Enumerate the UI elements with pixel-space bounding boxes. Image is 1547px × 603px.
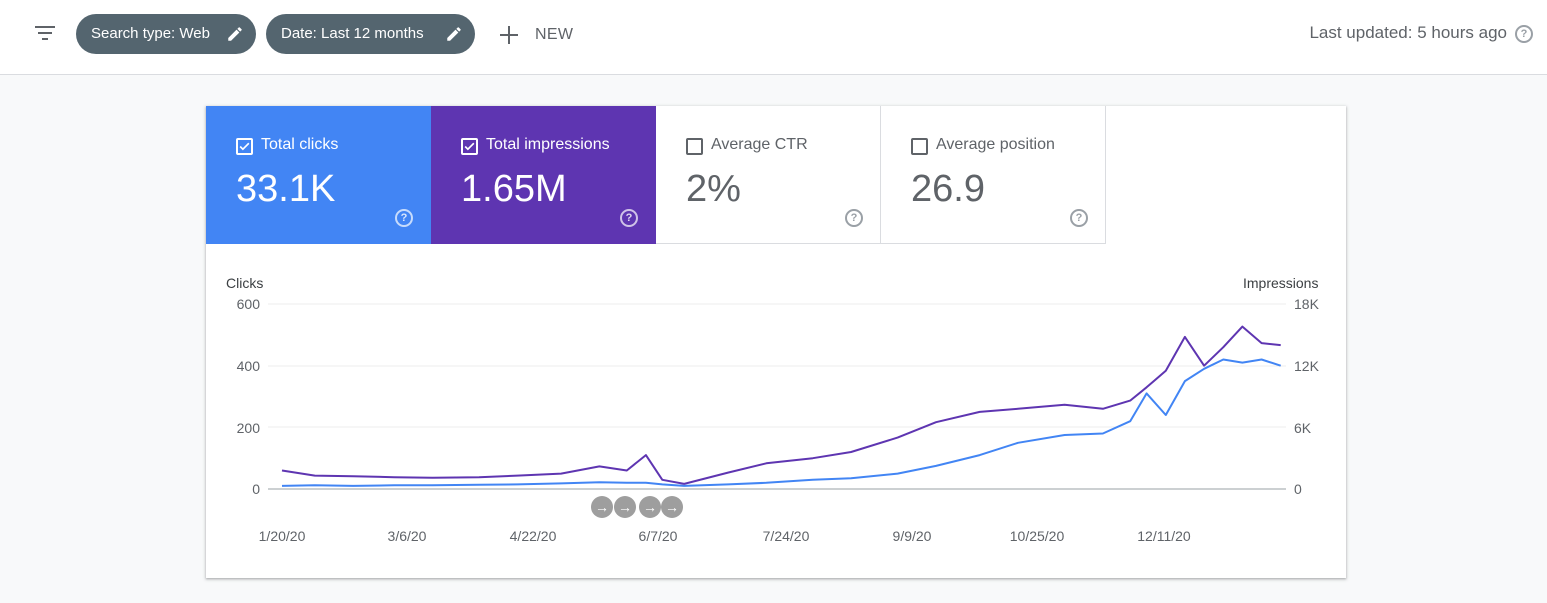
series-line-clicks: [281, 358, 1282, 487]
annotation-marker[interactable]: →: [614, 496, 636, 518]
annotation-marker[interactable]: →: [661, 496, 683, 518]
x-tick: 6/7/20: [638, 528, 678, 544]
metric-value: 2%: [686, 168, 741, 210]
checkbox-unchecked-icon[interactable]: [911, 138, 928, 155]
metric-label: Total impressions: [486, 136, 610, 153]
search-type-chip-label: Search type: Web: [91, 25, 210, 42]
checkbox-checked-icon[interactable]: [461, 138, 478, 155]
left-axis-title: Clicks: [226, 275, 264, 291]
metric-total-clicks[interactable]: Total clicks 33.1K ?: [206, 106, 431, 244]
filter-toolbar: Search type: Web Date: Last 12 months NE…: [0, 0, 1547, 75]
search-type-chip[interactable]: Search type: Web: [76, 14, 256, 54]
y-left-tick: 600: [236, 296, 260, 312]
checkbox-checked-icon[interactable]: [236, 138, 253, 155]
performance-card: Total clicks 33.1K ? Total impressions 1…: [206, 106, 1346, 578]
metric-value: 26.9: [911, 168, 985, 210]
help-icon[interactable]: ?: [845, 208, 863, 227]
new-filter-label: NEW: [535, 26, 574, 43]
right-axis-title: Impressions: [1243, 275, 1319, 291]
metric-label: Average position: [936, 136, 1055, 153]
help-icon[interactable]: ?: [1070, 208, 1088, 227]
metric-total-impressions[interactable]: Total impressions 1.65M ?: [431, 106, 656, 244]
x-tick: 9/9/20: [892, 528, 932, 544]
last-updated-text: Last updated: 5 hours ago: [1309, 23, 1507, 42]
y-right-tick: 12K: [1294, 358, 1319, 374]
metric-average-position[interactable]: Average position 26.9 ?: [881, 106, 1106, 244]
y-right-tick: 6K: [1294, 420, 1312, 436]
y-left-tick: 200: [236, 420, 260, 436]
help-icon[interactable]: ?: [1515, 25, 1533, 43]
annotation-marker[interactable]: →: [639, 496, 661, 518]
annotation-marker[interactable]: →: [591, 496, 613, 518]
x-tick: 3/6/20: [387, 528, 427, 544]
series-line-impressions: [281, 325, 1281, 485]
x-tick: 7/24/20: [762, 528, 810, 544]
pencil-icon: [228, 27, 242, 41]
metric-label: Total clicks: [261, 136, 339, 153]
x-tick: 1/20/20: [258, 528, 306, 544]
metric-label: Average CTR: [711, 136, 808, 153]
performance-chart[interactable]: [206, 106, 1346, 578]
new-filter-button[interactable]: NEW: [494, 20, 573, 50]
date-range-chip[interactable]: Date: Last 12 months: [266, 14, 475, 54]
metric-value: 1.65M: [461, 168, 567, 210]
filter-list-icon[interactable]: [28, 20, 62, 48]
metric-average-ctr[interactable]: Average CTR 2% ?: [656, 106, 881, 244]
metric-value: 33.1K: [236, 168, 336, 210]
y-right-tick: 0: [1294, 481, 1302, 497]
y-left-tick: 0: [252, 481, 260, 497]
x-tick: 12/11/20: [1137, 528, 1191, 544]
pencil-icon: [447, 27, 461, 41]
x-tick: 4/22/20: [509, 528, 557, 544]
help-icon[interactable]: ?: [395, 208, 413, 227]
checkbox-unchecked-icon[interactable]: [686, 138, 703, 155]
plus-icon: [494, 21, 522, 49]
y-right-tick: 18K: [1294, 296, 1319, 312]
y-left-tick: 400: [236, 358, 260, 374]
x-tick: 10/25/20: [1009, 528, 1065, 544]
help-icon[interactable]: ?: [620, 208, 638, 227]
date-range-chip-label: Date: Last 12 months: [281, 25, 424, 42]
